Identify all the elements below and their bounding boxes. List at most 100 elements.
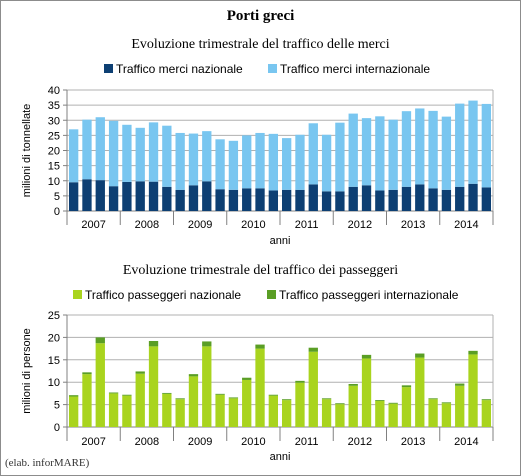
passeggeri-bar-internazionale — [68, 395, 79, 397]
passeggeri-y-tick-label: 20 — [48, 332, 60, 344]
merci-bar-internazionale — [401, 111, 412, 187]
passeggeri-y-axis-label: milioni di persone — [21, 328, 33, 414]
merci-legend-label-internazionale: Traffico merci internazionale — [280, 62, 430, 76]
passeggeri-bar-nazionale — [215, 394, 225, 427]
merci-bar-internazionale — [388, 119, 398, 190]
merci-y-tick-label: 25 — [48, 130, 60, 142]
merci-bar-internazionale — [295, 134, 305, 190]
merci-x-tick-label: 2014 — [454, 219, 478, 231]
merci-bar-internazionale — [281, 138, 292, 190]
merci-x-tick-label: 2009 — [188, 219, 212, 231]
passeggeri-bar-nazionale — [321, 399, 332, 427]
passeggeri-bar-nazionale — [175, 399, 185, 427]
passeggeri-y-tick-label: 0 — [54, 422, 60, 434]
passeggeri-bar-nazionale — [148, 346, 159, 427]
merci-bar-nazionale — [148, 181, 159, 211]
passeggeri-bar-internazionale — [148, 340, 159, 347]
passeggeri-bar-nazionale — [428, 399, 438, 427]
passeggeri-bar-nazionale — [162, 393, 172, 427]
merci-bar-nazionale — [215, 189, 225, 211]
merci-bar-nazionale — [361, 185, 372, 211]
passeggeri-bar-internazionale — [375, 400, 385, 402]
merci-x-tick-label: 2010 — [241, 219, 265, 231]
passeggeri-bar-internazionale — [295, 380, 305, 383]
merci-bar-internazionale — [228, 140, 239, 190]
passeggeri-bar-nazionale — [348, 385, 358, 427]
merci-bar-nazionale — [122, 181, 132, 211]
passeggeri-bar-internazionale — [122, 394, 132, 396]
passeggeri-bar-nazionale — [135, 373, 145, 427]
merci-bar-internazionale — [242, 135, 252, 189]
merci-x-tick-label: 2013 — [401, 219, 425, 231]
merci-bar-nazionale — [82, 179, 92, 211]
passeggeri-x-tick-label: 2009 — [188, 436, 212, 448]
merci-bar-internazionale — [68, 129, 79, 183]
merci-bar-nazionale — [281, 189, 292, 211]
merci-bar-internazionale — [162, 125, 172, 187]
merci-bar-internazionale — [348, 113, 358, 187]
merci-y-tick-label: 15 — [48, 161, 60, 173]
figure-title: Porti greci — [226, 8, 295, 24]
passeggeri-y-tick-label: 15 — [48, 355, 60, 367]
merci-y-tick-label: 40 — [48, 85, 60, 97]
passeggeri-bar-nazionale — [281, 400, 292, 427]
passeggeri-bar-nazionale — [308, 351, 318, 427]
passeggeri-x-axis-label: anni — [270, 451, 291, 463]
merci-bar-internazionale — [188, 133, 199, 186]
passeggeri-legend-swatch-nazionale — [73, 290, 82, 299]
merci-bar-internazionale — [428, 110, 438, 189]
merci-x-tick-label: 2011 — [295, 219, 319, 231]
merci-bar-internazionale — [202, 131, 212, 182]
merci-bar-internazionale — [468, 100, 478, 184]
passeggeri-bar-nazionale — [228, 398, 239, 427]
passeggeri-x-tick-label: 2007 — [81, 436, 105, 448]
merci-bar-internazionale — [308, 123, 318, 185]
merci-bar-internazionale — [148, 122, 159, 182]
passeggeri-x-tick-label: 2014 — [454, 436, 478, 448]
passeggeri-x-tick-label: 2011 — [295, 436, 319, 448]
passeggeri-bar-internazionale — [215, 393, 225, 395]
passeggeri-bar-nazionale — [108, 393, 119, 427]
passeggeri-bar-nazionale — [242, 379, 252, 427]
passeggeri-y-tick-label: 25 — [48, 310, 60, 322]
passeggeri-bar-nazionale — [361, 358, 372, 427]
merci-bar-internazionale — [175, 132, 185, 190]
merci-chart-title: Evoluzione trimestrale del traffico dell… — [131, 37, 390, 52]
passeggeri-bar-internazionale — [335, 403, 345, 405]
passeggeri-bar-nazionale — [415, 357, 425, 427]
merci-bar-nazionale — [295, 189, 305, 211]
merci-bar-internazionale — [335, 122, 345, 192]
merci-legend-swatch-internazionale — [268, 64, 277, 73]
merci-bar-nazionale — [481, 187, 492, 211]
merci-bar-internazionale — [255, 132, 265, 189]
passeggeri-bar-internazionale — [255, 344, 265, 349]
merci-bar-nazionale — [388, 189, 398, 211]
merci-bar-nazionale — [108, 186, 119, 211]
merci-bar-nazionale — [68, 182, 79, 211]
merci-bar-internazionale — [481, 103, 492, 188]
passeggeri-chart-title: Evoluzione trimestrale del traffico dei … — [122, 263, 399, 278]
merci-bar-nazionale — [268, 190, 279, 211]
merci-bar-nazionale — [175, 189, 185, 211]
source-credit: (elab. inforMARE) — [5, 457, 90, 469]
merci-bar-nazionale — [468, 183, 478, 211]
passeggeri-bar-nazionale — [255, 348, 265, 427]
passeggeri-bar-nazionale — [468, 354, 478, 427]
passeggeri-bar-nazionale — [335, 404, 345, 427]
passeggeri-bar-nazionale — [202, 346, 212, 427]
passeggeri-bar-internazionale — [268, 394, 279, 396]
merci-bar-internazionale — [215, 139, 225, 190]
merci-bar-nazionale — [242, 188, 252, 211]
merci-bar-internazionale — [415, 108, 425, 185]
merci-bar-internazionale — [95, 117, 105, 181]
passeggeri-legend-swatch-internazionale — [267, 290, 276, 299]
passeggeri-bar-nazionale — [268, 395, 279, 427]
passeggeri-x-tick-label: 2010 — [241, 436, 265, 448]
passeggeri-bar-nazionale — [481, 400, 492, 427]
merci-bar-nazionale — [375, 190, 385, 211]
merci-bar-nazionale — [162, 186, 172, 211]
merci-y-tick-label: 5 — [54, 191, 60, 203]
merci-y-tick-label: 20 — [48, 146, 60, 158]
merci-y-tick-label: 0 — [54, 206, 60, 218]
merci-bar-nazionale — [428, 188, 438, 211]
